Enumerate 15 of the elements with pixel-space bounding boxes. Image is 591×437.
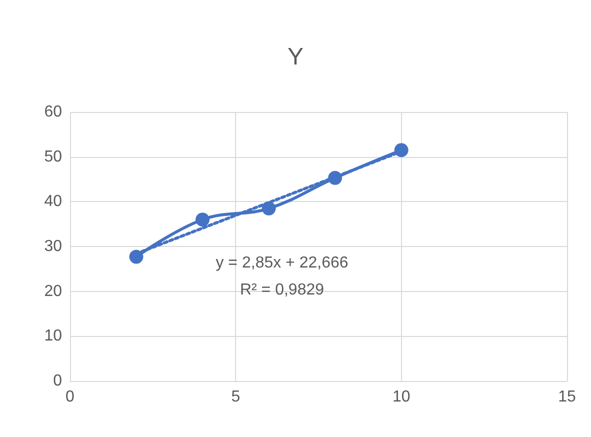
x-tick-label: 5 <box>231 388 240 406</box>
y-tick-label: 50 <box>44 148 62 166</box>
y-tick-label: 30 <box>44 238 62 255</box>
y-tick-label: 0 <box>53 372 62 390</box>
y-tick-label: 40 <box>44 193 62 210</box>
x-tick-label: 15 <box>558 388 576 406</box>
annotation: y = 2,85x + 22,666 <box>216 254 348 272</box>
chart-title: Y <box>287 44 304 70</box>
y-tick-label: 10 <box>44 328 62 345</box>
x-tick-label: 0 <box>66 388 75 406</box>
x-tick-label: 10 <box>392 388 410 406</box>
y-tick-label: 20 <box>44 282 62 300</box>
point <box>196 212 210 227</box>
y-tick-label: 60 <box>44 104 62 120</box>
annotation: R² = 0,9829 <box>240 282 324 298</box>
